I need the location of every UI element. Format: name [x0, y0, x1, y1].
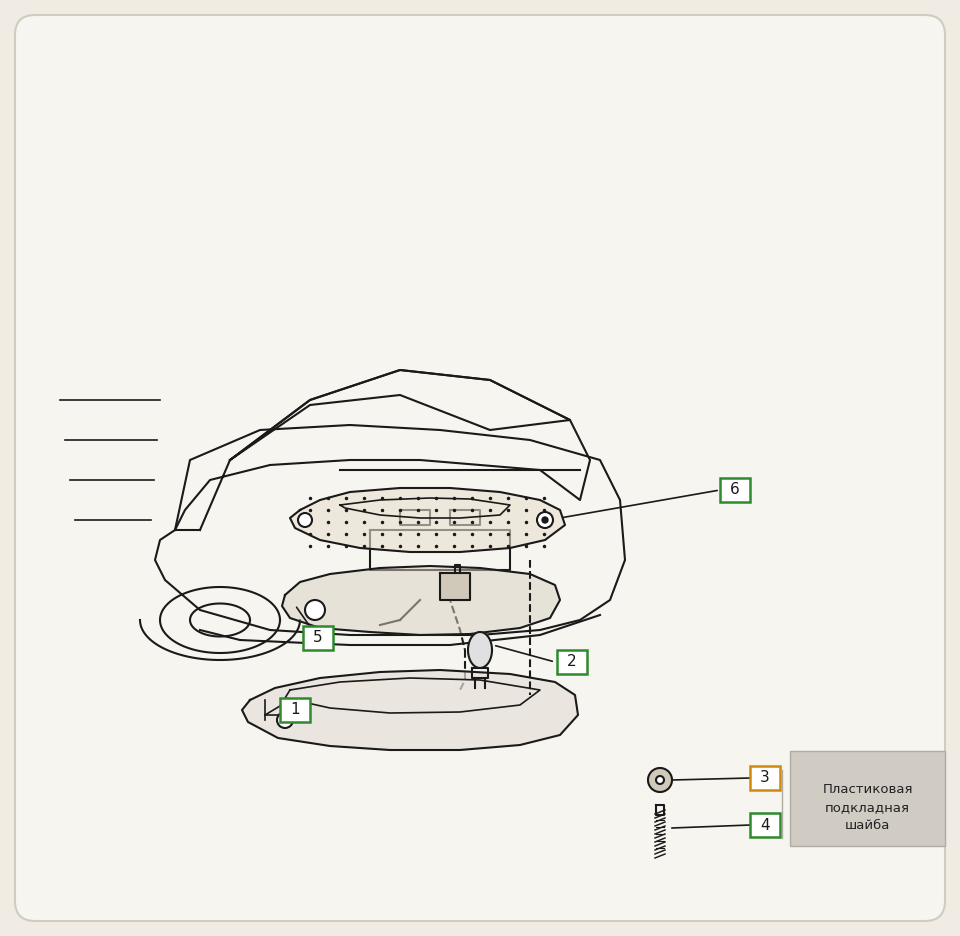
Polygon shape — [290, 488, 565, 552]
Text: 4: 4 — [760, 817, 770, 832]
Text: 2: 2 — [567, 654, 577, 669]
Polygon shape — [440, 573, 470, 600]
Polygon shape — [282, 566, 560, 635]
FancyBboxPatch shape — [750, 766, 780, 790]
Text: Пластиковая
подкладная
шайба: Пластиковая подкладная шайба — [823, 783, 913, 832]
Circle shape — [542, 517, 548, 523]
FancyBboxPatch shape — [280, 698, 310, 722]
Circle shape — [305, 600, 325, 620]
FancyBboxPatch shape — [15, 15, 945, 921]
Text: 5: 5 — [313, 631, 323, 646]
Circle shape — [656, 776, 664, 784]
Text: 6: 6 — [731, 482, 740, 498]
FancyBboxPatch shape — [750, 813, 780, 837]
Polygon shape — [242, 670, 578, 750]
FancyBboxPatch shape — [303, 626, 333, 650]
Circle shape — [277, 712, 293, 728]
FancyBboxPatch shape — [557, 650, 587, 674]
Circle shape — [537, 512, 553, 528]
Circle shape — [298, 513, 312, 527]
Polygon shape — [468, 632, 492, 668]
Text: 1: 1 — [290, 703, 300, 718]
FancyBboxPatch shape — [720, 478, 750, 502]
Text: 3: 3 — [760, 770, 770, 785]
Circle shape — [648, 768, 672, 792]
FancyBboxPatch shape — [790, 751, 945, 845]
